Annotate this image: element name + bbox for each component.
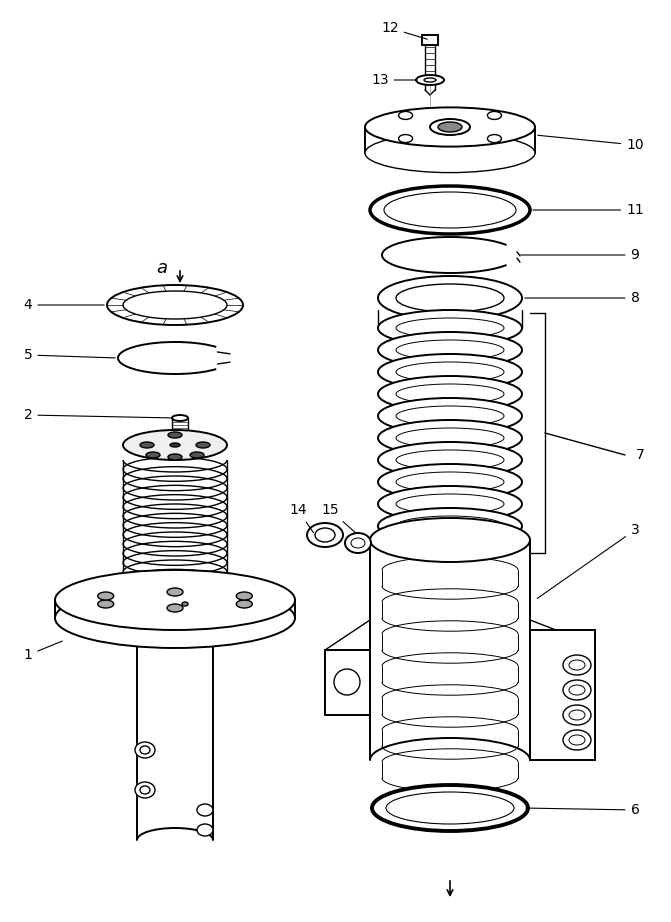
Ellipse shape bbox=[378, 420, 522, 456]
Ellipse shape bbox=[399, 112, 413, 120]
Ellipse shape bbox=[107, 285, 243, 325]
Ellipse shape bbox=[168, 432, 182, 438]
Bar bbox=[310, 530, 328, 540]
Ellipse shape bbox=[396, 406, 504, 426]
Text: 7: 7 bbox=[635, 448, 644, 462]
Ellipse shape bbox=[98, 592, 113, 600]
Ellipse shape bbox=[196, 442, 210, 448]
Ellipse shape bbox=[370, 518, 530, 562]
Ellipse shape bbox=[140, 786, 150, 794]
Ellipse shape bbox=[378, 442, 522, 478]
Ellipse shape bbox=[135, 742, 155, 758]
Ellipse shape bbox=[378, 486, 522, 522]
Ellipse shape bbox=[190, 452, 204, 458]
Ellipse shape bbox=[396, 516, 504, 536]
Ellipse shape bbox=[365, 107, 535, 147]
Text: 12: 12 bbox=[381, 21, 427, 40]
Ellipse shape bbox=[172, 415, 188, 421]
Ellipse shape bbox=[378, 508, 522, 544]
Ellipse shape bbox=[563, 705, 591, 725]
Text: 10: 10 bbox=[537, 136, 643, 152]
Ellipse shape bbox=[98, 600, 113, 608]
Ellipse shape bbox=[563, 730, 591, 750]
Ellipse shape bbox=[55, 588, 295, 648]
Text: 6: 6 bbox=[526, 803, 639, 817]
Ellipse shape bbox=[167, 604, 183, 612]
Ellipse shape bbox=[396, 428, 504, 448]
Ellipse shape bbox=[140, 442, 154, 448]
Ellipse shape bbox=[345, 533, 371, 553]
Ellipse shape bbox=[135, 782, 155, 798]
Ellipse shape bbox=[236, 600, 252, 608]
Ellipse shape bbox=[378, 376, 522, 412]
Ellipse shape bbox=[386, 792, 514, 824]
Text: 15: 15 bbox=[321, 503, 356, 533]
Ellipse shape bbox=[569, 660, 585, 670]
Text: 5: 5 bbox=[23, 348, 115, 362]
Ellipse shape bbox=[396, 340, 504, 360]
Ellipse shape bbox=[170, 443, 180, 447]
Text: 11: 11 bbox=[533, 203, 644, 217]
Ellipse shape bbox=[569, 710, 585, 720]
Ellipse shape bbox=[487, 112, 501, 120]
Ellipse shape bbox=[438, 122, 462, 132]
Ellipse shape bbox=[424, 78, 436, 82]
Ellipse shape bbox=[168, 454, 182, 460]
Ellipse shape bbox=[123, 291, 227, 319]
Text: 3: 3 bbox=[537, 523, 639, 598]
Ellipse shape bbox=[123, 430, 227, 460]
Text: 13: 13 bbox=[371, 73, 417, 87]
Ellipse shape bbox=[182, 602, 188, 606]
Ellipse shape bbox=[396, 384, 504, 404]
Ellipse shape bbox=[378, 398, 522, 434]
Ellipse shape bbox=[378, 310, 522, 346]
Text: 14: 14 bbox=[289, 503, 313, 533]
Text: 1: 1 bbox=[23, 641, 62, 662]
Ellipse shape bbox=[563, 655, 591, 675]
Ellipse shape bbox=[146, 452, 160, 458]
Text: 8: 8 bbox=[525, 291, 639, 305]
Ellipse shape bbox=[197, 804, 213, 816]
Ellipse shape bbox=[334, 669, 360, 695]
Ellipse shape bbox=[384, 192, 516, 228]
Ellipse shape bbox=[416, 75, 444, 85]
Ellipse shape bbox=[197, 824, 213, 836]
Ellipse shape bbox=[396, 472, 504, 492]
Ellipse shape bbox=[55, 570, 295, 630]
Ellipse shape bbox=[351, 538, 365, 548]
Bar bbox=[530, 630, 595, 760]
Text: 9: 9 bbox=[521, 248, 639, 262]
Ellipse shape bbox=[396, 362, 504, 382]
Ellipse shape bbox=[563, 680, 591, 700]
Ellipse shape bbox=[569, 685, 585, 695]
Ellipse shape bbox=[399, 135, 413, 143]
Ellipse shape bbox=[378, 332, 522, 368]
Ellipse shape bbox=[487, 135, 501, 143]
Ellipse shape bbox=[378, 354, 522, 390]
Ellipse shape bbox=[307, 523, 343, 547]
Bar bbox=[325, 650, 370, 715]
Ellipse shape bbox=[378, 276, 522, 320]
Ellipse shape bbox=[140, 746, 150, 754]
Text: a: a bbox=[156, 259, 168, 277]
Ellipse shape bbox=[315, 528, 335, 542]
Ellipse shape bbox=[378, 464, 522, 500]
Ellipse shape bbox=[396, 284, 504, 312]
Ellipse shape bbox=[236, 592, 252, 600]
Ellipse shape bbox=[430, 119, 470, 135]
Text: 2: 2 bbox=[23, 408, 172, 422]
Ellipse shape bbox=[396, 318, 504, 338]
Ellipse shape bbox=[365, 134, 535, 172]
Ellipse shape bbox=[396, 450, 504, 470]
Ellipse shape bbox=[167, 588, 183, 596]
Ellipse shape bbox=[396, 494, 504, 514]
Text: 4: 4 bbox=[23, 298, 104, 312]
Ellipse shape bbox=[372, 785, 528, 831]
Bar bbox=[422, 35, 438, 45]
Ellipse shape bbox=[569, 735, 585, 745]
Ellipse shape bbox=[370, 186, 530, 234]
